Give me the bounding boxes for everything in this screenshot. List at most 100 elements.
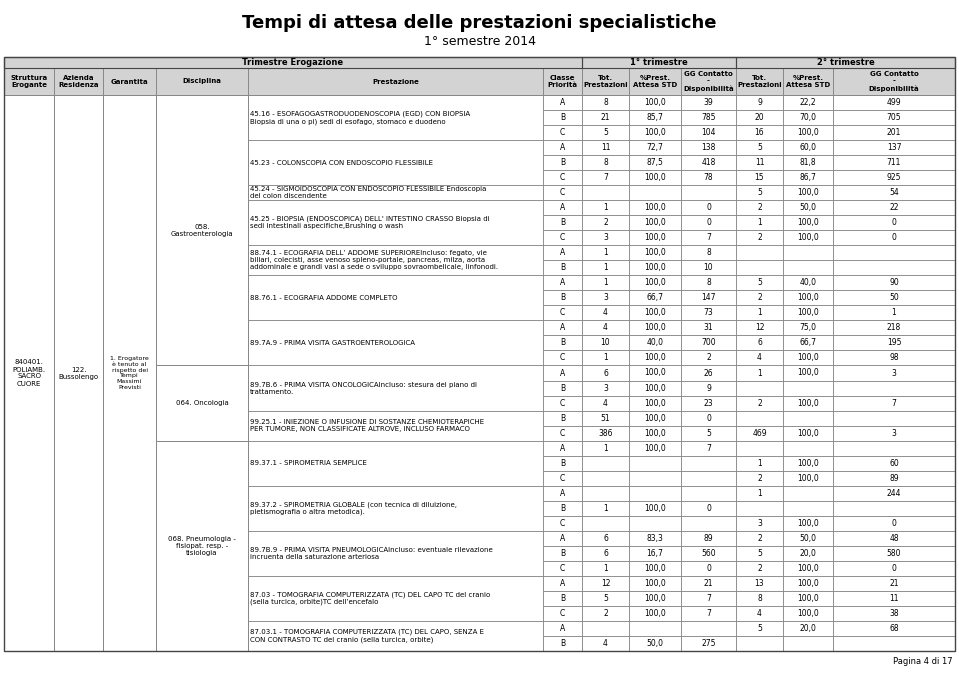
Bar — [248, 140, 543, 185]
Bar — [543, 351, 582, 366]
Bar — [582, 260, 629, 276]
Bar — [582, 395, 629, 410]
Text: 100,0: 100,0 — [644, 278, 666, 287]
Bar — [833, 410, 955, 426]
Bar — [629, 110, 681, 125]
Bar — [629, 185, 681, 200]
Text: 1: 1 — [757, 458, 761, 468]
Text: 137: 137 — [887, 143, 901, 152]
Text: 2: 2 — [757, 399, 761, 408]
Bar — [833, 561, 955, 576]
Bar — [783, 410, 833, 426]
Text: 89.37.2 - SPIROMETRIA GLOBALE (con tecnica di diluizione,
pletismografia o altra: 89.37.2 - SPIROMETRIA GLOBALE (con tecni… — [250, 501, 457, 515]
Text: 5: 5 — [706, 429, 711, 437]
Text: 418: 418 — [701, 158, 715, 167]
Text: 8: 8 — [706, 248, 711, 257]
Text: 100,0: 100,0 — [797, 218, 819, 227]
Bar — [681, 380, 736, 395]
Bar — [681, 561, 736, 576]
Text: 45.25 - BIOPSIA (ENDOSCOPICA) DELL' INTESTINO CRASSO Biopsia di
sedi intestinali: 45.25 - BIOPSIA (ENDOSCOPICA) DELL' INTE… — [250, 216, 490, 230]
Bar — [629, 561, 681, 576]
Text: 100,0: 100,0 — [797, 309, 819, 318]
Text: 86,7: 86,7 — [800, 173, 816, 182]
Bar — [681, 245, 736, 260]
Text: 3: 3 — [603, 293, 608, 303]
Text: 13: 13 — [755, 579, 764, 588]
Bar — [736, 410, 783, 426]
Bar — [4, 57, 955, 651]
Text: B: B — [560, 218, 565, 227]
Bar — [681, 276, 736, 290]
Text: 0: 0 — [892, 234, 897, 242]
Bar — [543, 501, 582, 516]
Bar — [736, 576, 783, 591]
Text: 12: 12 — [755, 324, 764, 332]
Bar — [629, 380, 681, 395]
Bar — [681, 185, 736, 200]
Text: 100,0: 100,0 — [644, 324, 666, 332]
Bar — [833, 621, 955, 636]
Bar — [736, 516, 783, 531]
Bar — [681, 200, 736, 215]
Text: 89: 89 — [889, 474, 899, 483]
Bar — [543, 471, 582, 485]
Text: 244: 244 — [887, 489, 901, 498]
Bar — [833, 320, 955, 335]
Text: 3: 3 — [892, 429, 897, 437]
Bar — [582, 125, 629, 140]
Bar — [582, 441, 629, 456]
Bar — [833, 245, 955, 260]
Bar — [248, 200, 543, 245]
Bar — [833, 636, 955, 651]
Text: 89.37.1 - SPIROMETRIA SEMPLICE: 89.37.1 - SPIROMETRIA SEMPLICE — [250, 460, 367, 466]
Text: 2: 2 — [603, 218, 608, 227]
Bar — [783, 68, 833, 95]
Bar — [582, 57, 736, 68]
Text: 8: 8 — [706, 278, 711, 287]
Text: 499: 499 — [887, 98, 901, 107]
Bar — [681, 260, 736, 276]
Bar — [543, 591, 582, 606]
Text: 100,0: 100,0 — [644, 594, 666, 603]
Text: 100,0: 100,0 — [644, 218, 666, 227]
Text: 1° trimestre: 1° trimestre — [630, 58, 688, 67]
Bar — [783, 621, 833, 636]
Text: B: B — [560, 113, 565, 122]
Bar — [582, 485, 629, 501]
Text: 87.03.1 - TOMOGRAFIA COMPUTERIZZATA (TC) DEL CAPO, SENZA E
CON CONTRASTO TC del : 87.03.1 - TOMOGRAFIA COMPUTERIZZATA (TC)… — [250, 629, 484, 643]
Bar — [248, 531, 543, 576]
Text: 100,0: 100,0 — [644, 609, 666, 618]
Text: 4: 4 — [603, 639, 608, 648]
Text: 0: 0 — [706, 564, 711, 573]
Bar — [681, 471, 736, 485]
Bar — [582, 305, 629, 320]
Text: 100,0: 100,0 — [797, 579, 819, 588]
Text: 5: 5 — [757, 143, 762, 152]
Bar — [833, 395, 955, 410]
Bar — [736, 125, 783, 140]
Text: 39: 39 — [704, 98, 713, 107]
Bar — [783, 501, 833, 516]
Bar — [543, 155, 582, 170]
Text: 73: 73 — [704, 309, 713, 318]
Bar — [543, 485, 582, 501]
Bar — [543, 516, 582, 531]
Bar — [582, 68, 629, 95]
Bar — [736, 636, 783, 651]
Bar — [582, 471, 629, 485]
Text: B: B — [560, 414, 565, 422]
Text: C: C — [560, 353, 565, 362]
Text: 386: 386 — [598, 429, 613, 437]
Text: 100,0: 100,0 — [797, 609, 819, 618]
Bar — [833, 185, 955, 200]
Bar — [582, 621, 629, 636]
Text: 2: 2 — [757, 564, 761, 573]
Text: C: C — [560, 609, 565, 618]
Bar — [783, 170, 833, 185]
Text: 275: 275 — [701, 639, 715, 648]
Text: 50,0: 50,0 — [800, 203, 816, 212]
Text: 20,0: 20,0 — [800, 549, 816, 558]
Text: 1: 1 — [757, 489, 761, 498]
Bar — [681, 351, 736, 366]
Bar — [681, 591, 736, 606]
